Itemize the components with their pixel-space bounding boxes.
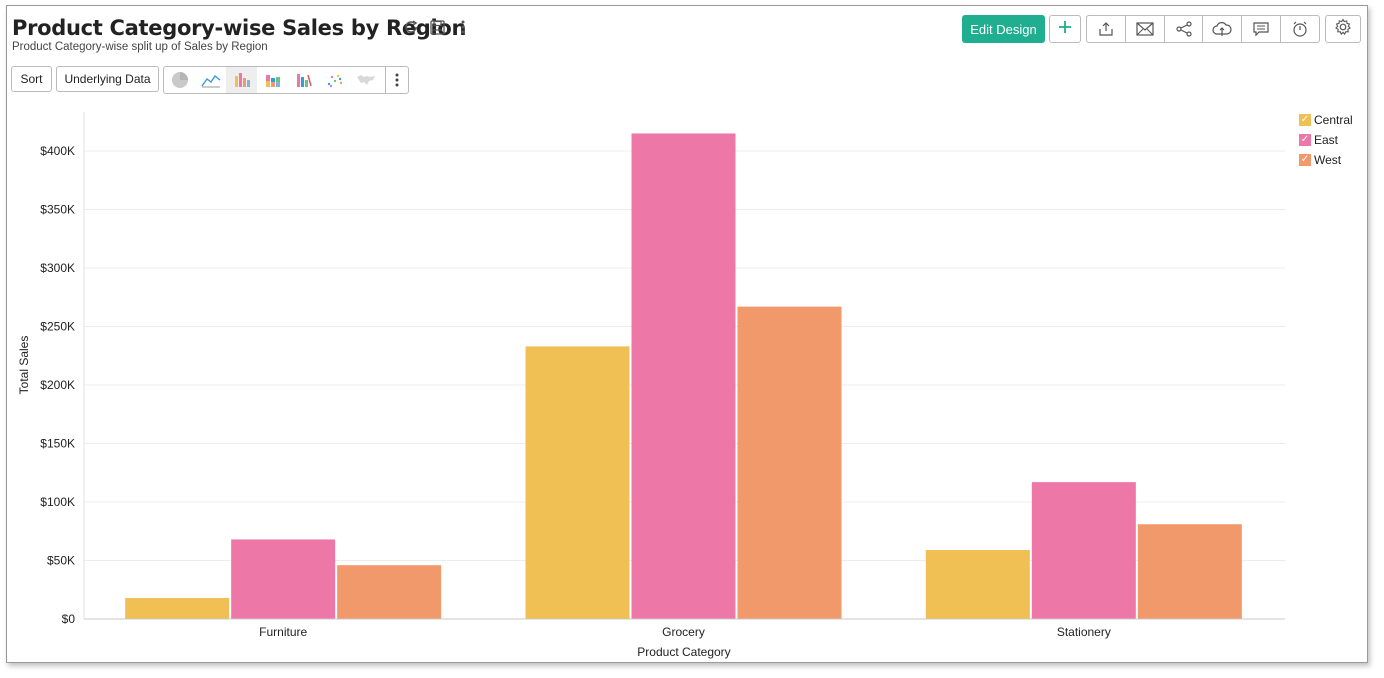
page-title: Product Category-wise Sales by Region	[12, 16, 467, 40]
plus-icon	[1058, 20, 1072, 39]
chart-type-selector	[163, 66, 409, 94]
bar-furniture-east[interactable]	[231, 539, 336, 619]
legend-item-central[interactable]: ✓ Central	[1299, 110, 1353, 130]
map-chart-icon[interactable]	[350, 67, 381, 93]
legend-item-east[interactable]: ✓ East	[1299, 130, 1353, 150]
email-icon[interactable]	[1126, 16, 1165, 42]
add-button[interactable]	[1049, 15, 1081, 43]
legend-label: East	[1314, 133, 1339, 147]
legend-item-west[interactable]: ✓ West	[1299, 150, 1353, 170]
report-tools	[1086, 15, 1320, 43]
sort-button[interactable]: Sort	[11, 66, 52, 92]
checkmark-icon[interactable]: ✓	[1299, 114, 1311, 126]
bar-grocery-central[interactable]	[525, 346, 630, 619]
bar-furniture-central[interactable]	[125, 597, 230, 619]
chart-more-icon[interactable]	[385, 67, 408, 93]
save-icon[interactable]	[428, 18, 446, 36]
checkmark-icon[interactable]: ✓	[1299, 154, 1311, 166]
settings-button[interactable]	[1325, 15, 1361, 43]
publish-cloud-icon[interactable]	[1203, 16, 1243, 42]
refresh-icon[interactable]	[402, 18, 420, 36]
export-icon[interactable]	[1087, 16, 1126, 42]
line-chart-icon[interactable]	[195, 67, 226, 93]
page-subtitle: Product Category-wise split up of Sales …	[12, 41, 268, 53]
alarm-icon[interactable]	[1281, 16, 1319, 42]
bar-stationery-central[interactable]	[925, 549, 1030, 619]
waterfall-chart-icon[interactable]	[288, 67, 319, 93]
edit-design-button[interactable]: Edit Design	[962, 15, 1045, 43]
chart-legend: ✓ Central ✓ East ✓ West	[1299, 110, 1353, 170]
pie-chart-icon[interactable]	[164, 67, 195, 93]
comment-icon[interactable]	[1242, 16, 1282, 42]
bar-chart-icon[interactable]	[226, 67, 257, 93]
more-vertical-icon[interactable]	[454, 18, 472, 36]
title-actions	[402, 18, 472, 36]
share-icon[interactable]	[1165, 16, 1204, 42]
bar-furniture-west[interactable]	[337, 565, 442, 619]
gear-icon	[1334, 17, 1352, 41]
scatter-chart-icon[interactable]	[319, 67, 350, 93]
checkmark-icon[interactable]: ✓	[1299, 134, 1311, 146]
bar-stationery-east[interactable]	[1031, 482, 1136, 619]
legend-label: Central	[1314, 113, 1353, 127]
stacked-bar-chart-icon[interactable]	[257, 67, 288, 93]
bar-grocery-west[interactable]	[737, 306, 842, 619]
bar-grocery-east[interactable]	[631, 133, 736, 619]
underlying-data-button[interactable]: Underlying Data	[56, 66, 159, 92]
bar-stationery-west[interactable]	[1137, 524, 1242, 619]
legend-label: West	[1314, 153, 1342, 167]
